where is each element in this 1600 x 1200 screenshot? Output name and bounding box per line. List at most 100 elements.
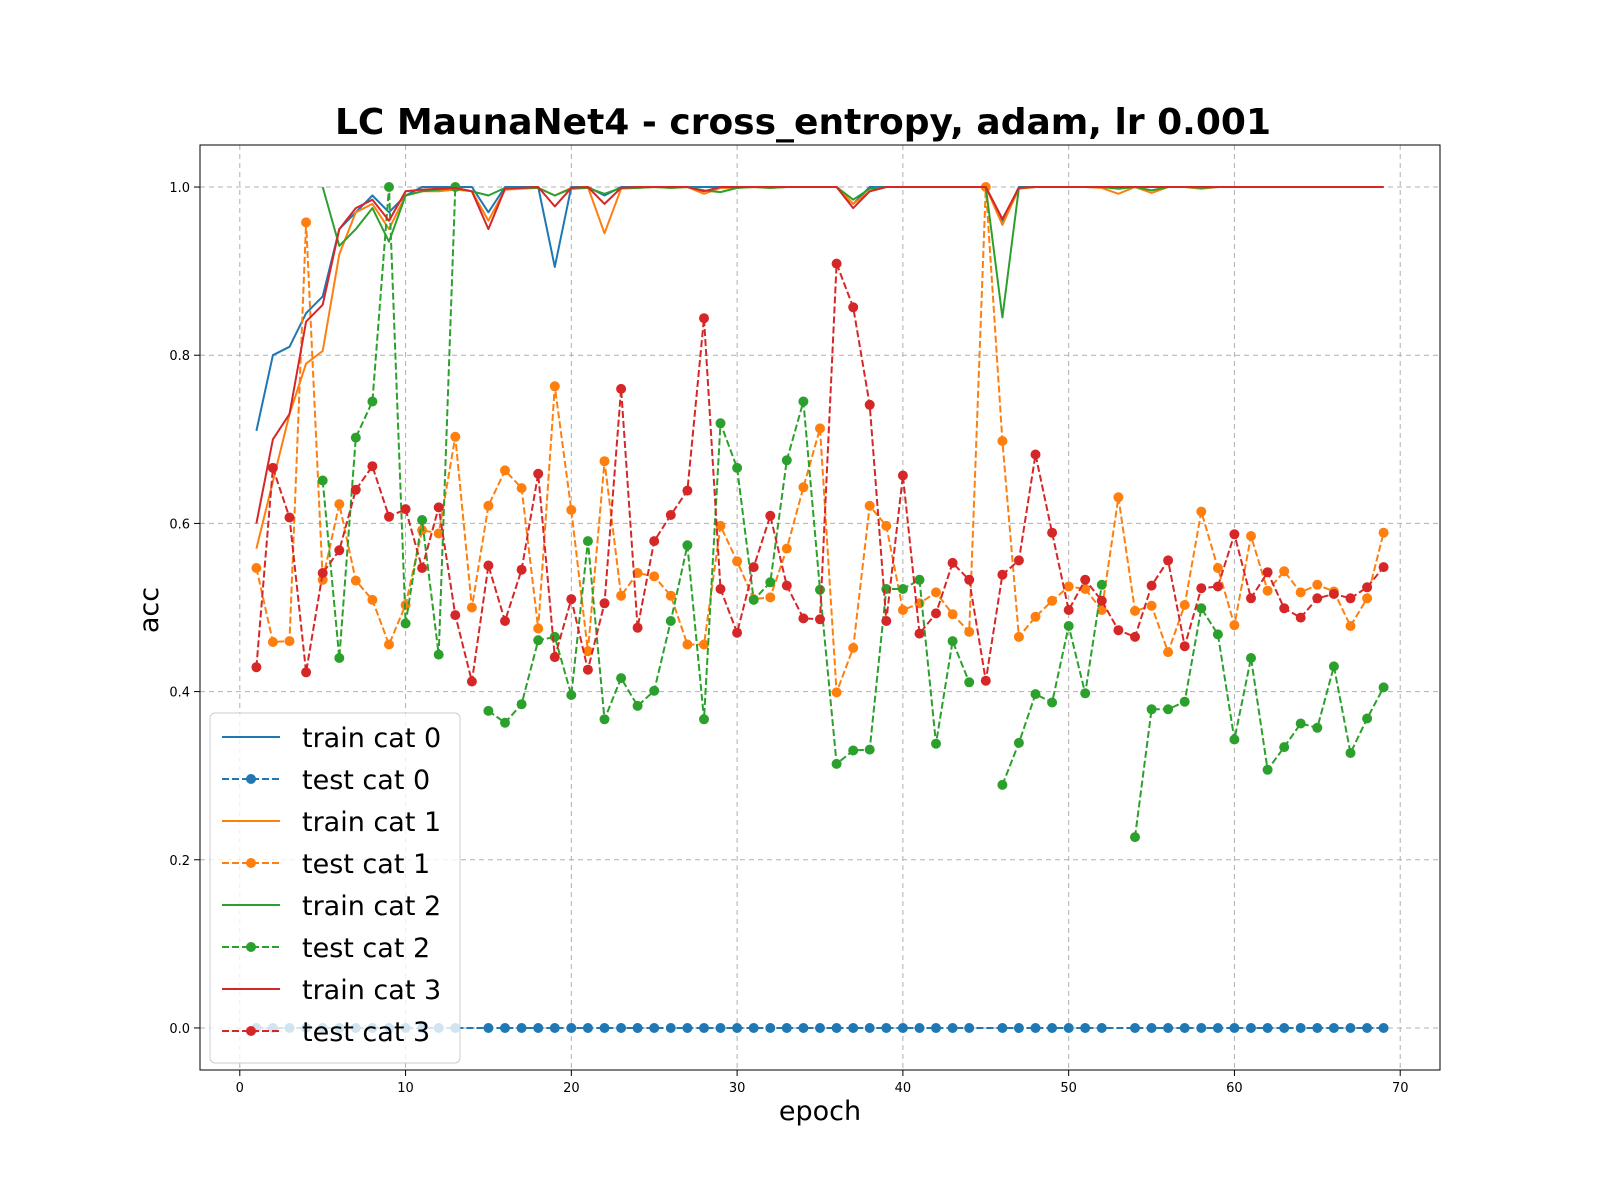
test-cat-1-point — [715, 520, 726, 531]
test-cat-1-point — [384, 639, 394, 650]
test-cat-2-point — [1063, 621, 1074, 631]
test-cat-2-point — [1212, 629, 1223, 640]
test-cat-2-point — [1196, 603, 1207, 614]
test-cat-0-point — [500, 1023, 510, 1033]
test-cat-0-point — [599, 1023, 610, 1033]
test-cat-1-point — [699, 639, 709, 650]
test-cat-2-point — [483, 705, 494, 716]
test-cat-0-point — [1080, 1023, 1091, 1033]
test-cat-0-point — [1063, 1023, 1074, 1033]
test-cat-2-point — [748, 594, 759, 605]
test-cat-0-point — [798, 1023, 809, 1033]
test-cat-1-point — [301, 217, 312, 228]
test-cat-2-point — [599, 714, 610, 725]
test-cat-2-point — [1080, 688, 1091, 699]
test-cat-3-point — [881, 616, 892, 626]
test-cat-2-point — [699, 714, 709, 725]
test-cat-3-point — [400, 504, 411, 515]
legend-label-test-cat-2: test cat 2 — [302, 933, 430, 964]
test-cat-2-point — [1130, 832, 1140, 843]
test-cat-0-point — [997, 1023, 1008, 1033]
test-cat-1-point — [1146, 600, 1157, 611]
test-cat-2-line — [487, 400, 971, 765]
legend-label-train-cat-1: train cat 1 — [302, 807, 441, 838]
legend-marker-test-cat-0 — [246, 774, 256, 784]
test-cat-3-point — [1047, 527, 1058, 538]
test-cat-1-point — [964, 626, 975, 637]
test-cat-2-point — [317, 475, 328, 486]
test-cat-1-point — [1013, 631, 1024, 642]
test-cat-0-point — [483, 1023, 494, 1033]
test-cat-1-point — [1246, 531, 1256, 541]
test-cat-0-point — [1262, 1023, 1273, 1033]
test-cat-0-point — [897, 1023, 908, 1033]
test-cat-1-point — [881, 520, 892, 531]
legend-label-train-cat-0: train cat 0 — [302, 723, 441, 754]
test-cat-2-point — [914, 574, 925, 585]
test-cat-2-point — [1013, 737, 1024, 748]
test-cat-1-point — [367, 594, 378, 605]
test-cat-3-point — [831, 258, 842, 269]
test-cat-3-point — [566, 594, 577, 605]
test-cat-3-point — [433, 502, 444, 513]
test-cat-3-point — [732, 627, 743, 638]
test-cat-1-point — [516, 483, 527, 494]
test-cat-1-point — [1312, 579, 1323, 590]
test-cat-1-point — [1163, 647, 1174, 658]
test-cat-0-point — [848, 1023, 859, 1033]
test-cat-0-point — [931, 1023, 941, 1033]
test-cat-2-point — [798, 396, 809, 407]
test-cat-3-point — [632, 622, 643, 633]
test-cat-1-point — [1345, 621, 1356, 631]
test-cat-3-point — [466, 676, 477, 687]
x-axis: 0 10 20 30 40 50 60 70 — [236, 1070, 1408, 1096]
test-cat-2-point — [566, 690, 577, 700]
test-cat-2-point — [1229, 734, 1240, 745]
test-cat-0-point — [665, 1023, 676, 1033]
test-cat-1-point — [582, 646, 593, 657]
y-tick-label: 0.0 — [169, 1022, 190, 1037]
test-cat-0-point — [1295, 1023, 1306, 1033]
test-cat-3-point — [897, 470, 908, 481]
test-cat-2-point — [715, 418, 726, 429]
test-cat-1-point — [251, 563, 262, 573]
test-cat-0-point — [914, 1023, 925, 1033]
test-cat-1-point — [1130, 605, 1140, 616]
test-cat-0-point — [1047, 1023, 1058, 1033]
y-tick-label: 0.8 — [169, 349, 190, 364]
test-cat-1-point — [848, 642, 859, 653]
test-cat-1-point — [1030, 611, 1041, 622]
x-tick-label: 10 — [397, 1081, 414, 1096]
test-cat-0-point — [1146, 1023, 1157, 1033]
test-cat-2-point — [864, 744, 875, 755]
test-cat-3-point — [267, 462, 278, 473]
test-cat-3-point — [914, 628, 925, 639]
test-cat-2-point — [632, 700, 643, 711]
test-cat-3-point — [715, 584, 726, 594]
test-cat-0-point — [815, 1023, 825, 1033]
test-cat-1-point — [649, 571, 660, 582]
y-tick-label: 1.0 — [169, 181, 190, 196]
test-cat-0-point — [649, 1023, 660, 1033]
legend-label-test-cat-3: test cat 3 — [302, 1017, 430, 1048]
legend-label-train-cat-2: train cat 2 — [302, 891, 441, 922]
test-cat-0-point — [1362, 1023, 1373, 1033]
test-cat-2-point — [1312, 722, 1323, 733]
legend-label-test-cat-1: test cat 1 — [302, 849, 430, 880]
test-cat-0-point — [1179, 1023, 1190, 1033]
test-cat-3-point — [1229, 529, 1240, 540]
legend-marker-test-cat-3 — [246, 1026, 256, 1036]
test-cat-2-point — [500, 717, 510, 728]
y-axis: 0.0 0.2 0.4 0.6 0.8 1.0 — [169, 181, 200, 1037]
test-cat-3-point — [533, 468, 544, 479]
test-cat-1-line — [255, 186, 1385, 694]
test-cat-2-point — [964, 677, 975, 688]
test-cat-2-line — [1134, 607, 1385, 838]
test-cat-3-point — [665, 510, 676, 520]
test-cat-1-point — [566, 505, 577, 515]
test-cat-3-point — [1030, 449, 1041, 460]
test-cat-3-point — [384, 511, 394, 522]
test-cat-1-point — [1196, 506, 1207, 517]
test-cat-1-point — [1362, 593, 1373, 604]
y-tick-label: 0.2 — [169, 854, 190, 869]
